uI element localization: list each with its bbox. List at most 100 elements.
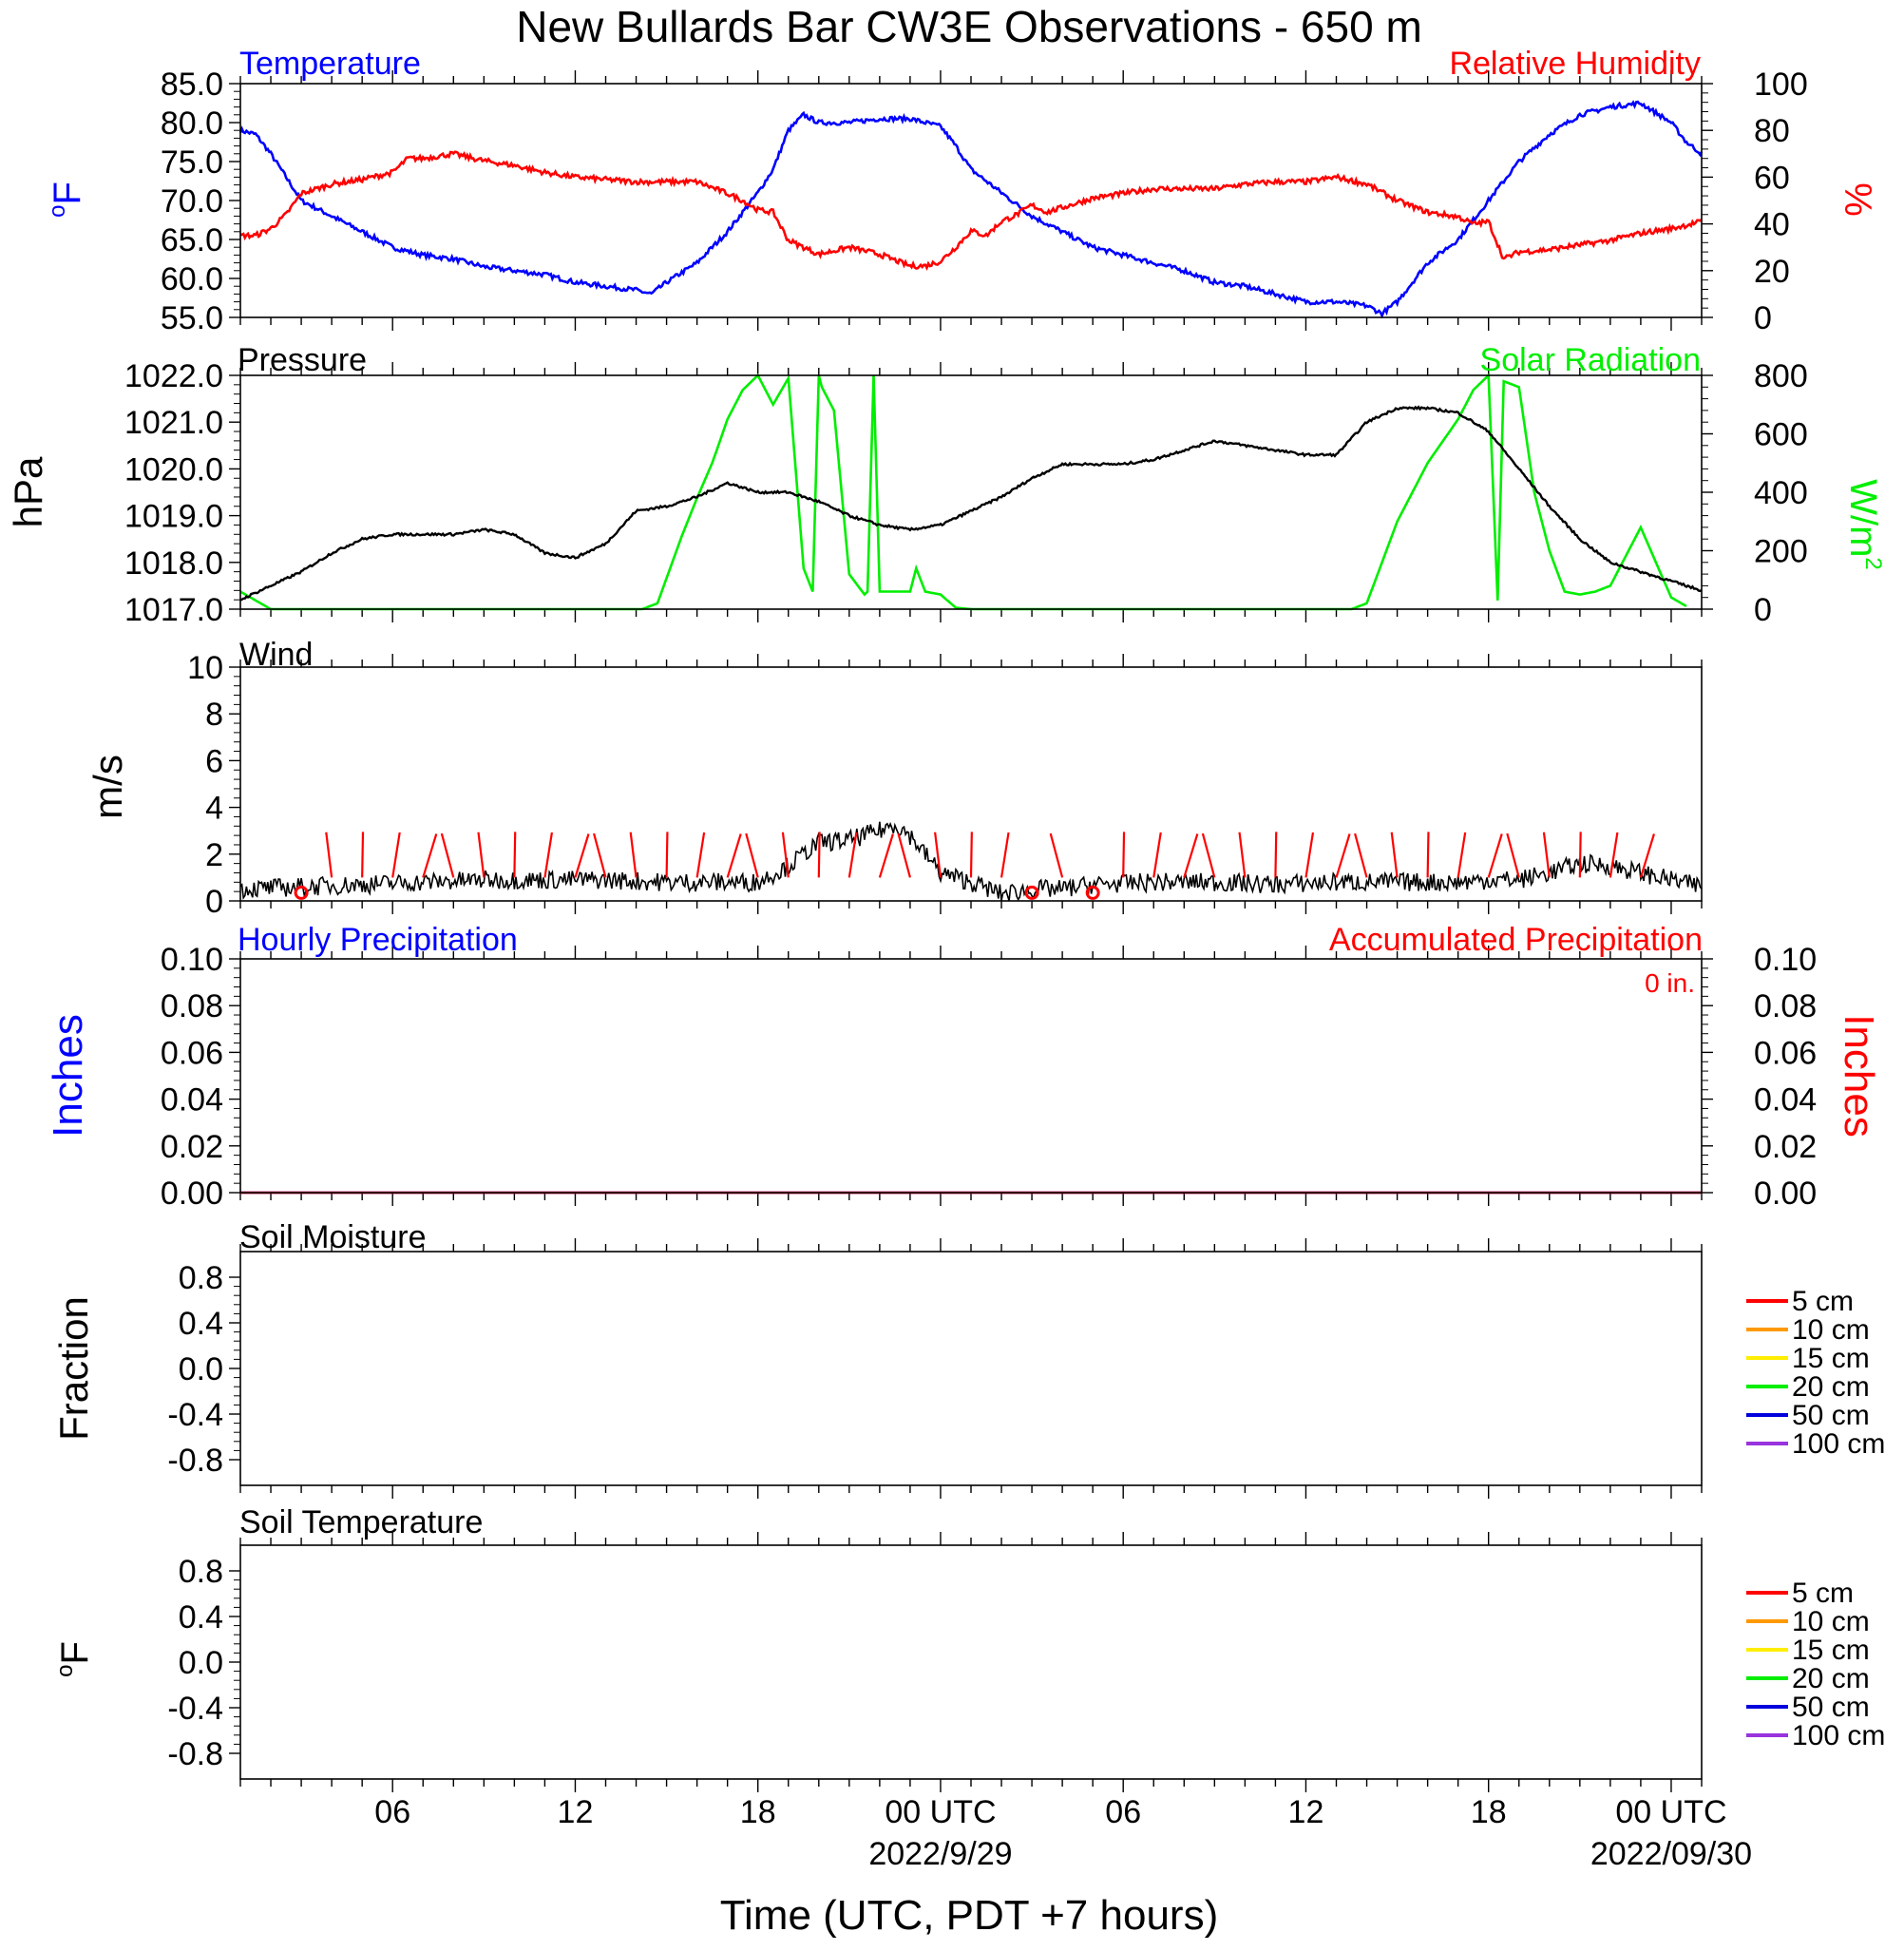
y-tick-label: 0.4 [179, 1599, 223, 1635]
temperature-axis-ticks [239, 70, 1703, 331]
humidity-title: Relative Humidity [1449, 46, 1701, 82]
pressure-axis-ticks [239, 362, 1703, 622]
soil-moisture-title: Soil Moisture [239, 1219, 427, 1255]
soil-temperature-axis-ticks [239, 1532, 1703, 1792]
wind-barb [1542, 832, 1551, 878]
wind-barb [1000, 832, 1010, 878]
y-tick-label: 70.0 [161, 183, 223, 220]
wind-barb [1609, 832, 1619, 878]
y-tick-label: -0.4 [167, 1397, 223, 1433]
x-tick-label: 18 [1471, 1794, 1507, 1830]
wind-barb [1578, 832, 1582, 878]
y-tick-label: 0 [1754, 300, 1772, 336]
wind-barb [695, 832, 706, 878]
legend-label: 100 cm [1792, 1720, 1885, 1751]
wind-barb [934, 832, 942, 878]
accum-precip-total: 0 in. [1645, 968, 1695, 998]
panel-soil-moisture: Soil Moisture Fraction 0.8 0.4 0.0 -0.4 -0.8… [51, 1219, 1885, 1499]
legend-label: 20 cm [1792, 1371, 1870, 1403]
wind-barb [1457, 832, 1467, 878]
y-tick-label: 0.4 [179, 1306, 223, 1342]
y-tick-label: 0.08 [1754, 988, 1817, 1024]
humidity-unit: % [1837, 182, 1878, 217]
wind-barb [325, 832, 333, 878]
y-tick-label: 1020.0 [124, 451, 223, 488]
wind-barb [665, 832, 669, 878]
panel-pressure: Pressure Solar Radiation hPa W/m2 1022.0… [6, 342, 1886, 628]
y-tick-label: 0.08 [161, 988, 223, 1024]
wind-barb [1639, 833, 1656, 878]
x-tick-label: 06 [1105, 1794, 1141, 1830]
svg-text:oF: oF [52, 1641, 96, 1677]
soil-moisture-axis-ticks [239, 1238, 1703, 1499]
svg-text:oF: oF [45, 182, 88, 218]
wind-tick-labels: 10 8 6 4 2 0 [187, 650, 240, 920]
legend-label: 20 cm [1792, 1663, 1870, 1694]
y-tick-label: 85.0 [161, 67, 223, 103]
x-axis-tick-labels: 06 12 18 00 UTC 2022/9/29 06 12 18 00 UTC 2022/09… [374, 1794, 1752, 1872]
y-tick-label: 0.10 [1754, 942, 1817, 978]
wind-barb [477, 832, 486, 878]
y-tick-label: 200 [1754, 534, 1808, 570]
y-tick-label: 0.10 [161, 942, 223, 978]
x-tick-label: 18 [740, 1794, 776, 1830]
y-tick-label: 1019.0 [124, 499, 223, 535]
solar-title: Solar Radiation [1480, 342, 1701, 378]
temperature-unit: oF [45, 182, 88, 218]
y-tick-label: 0.8 [179, 1260, 223, 1296]
soil-moisture-frame [239, 1251, 1703, 1486]
wind-unit: m/s [86, 755, 130, 819]
y-tick-label: -0.8 [167, 1736, 223, 1772]
pressure-line [239, 405, 1703, 602]
soil-moisture-tick-labels: 0.8 0.4 0.0 -0.4 -0.8 [167, 1260, 240, 1479]
wind-barb [513, 832, 517, 878]
legend-label: 10 cm [1792, 1314, 1870, 1346]
y-tick-label: 1018.0 [124, 545, 223, 582]
solar-radiation-line [239, 373, 1687, 611]
wind-barb [1487, 833, 1503, 878]
wind-barb [361, 832, 365, 878]
accum-precip-title: Accumulated Precipitation [1329, 922, 1703, 958]
wind-barb [593, 832, 607, 878]
y-tick-label: 0.0 [179, 1645, 223, 1681]
panel-temperature: Temperature Relative Humidity oF % 85.08… [45, 46, 1878, 336]
wind-barb [1049, 832, 1064, 878]
precip-frame [239, 958, 1703, 1194]
y-tick-label: 1017.0 [124, 592, 223, 628]
y-tick-label: 800 [1754, 358, 1808, 394]
temperature-tick-labels: 85.080.075.070.065.060.055.0 [161, 67, 240, 336]
wind-barb [969, 832, 973, 878]
y-tick-label: 20 [1754, 254, 1790, 290]
precip-right-tick-labels: 0.10 0.08 0.06 0.04 0.02 0.00 [1702, 942, 1817, 1212]
legend-label: 5 cm [1792, 1286, 1854, 1317]
calm-wind-circle [1085, 885, 1100, 900]
wind-barb [543, 832, 554, 878]
y-tick-label: 65.0 [161, 222, 223, 258]
hourly-precip-title: Hourly Precipitation [238, 922, 518, 958]
y-tick-label: 1021.0 [124, 405, 223, 441]
x-tick-label: 00 UTC [1615, 1794, 1726, 1830]
y-tick-label: 0.00 [161, 1176, 223, 1212]
y-tick-label: 4 [205, 791, 223, 827]
wind-barb [391, 832, 401, 878]
wind-barb [726, 833, 742, 878]
wind-barb [1238, 832, 1247, 878]
y-tick-label: 80 [1754, 113, 1790, 149]
solar-unit: W/m2 [1842, 479, 1886, 570]
temperature-line [238, 100, 1704, 319]
wind-barb [897, 832, 911, 878]
wind-barb [440, 832, 455, 878]
wind-barbs [294, 832, 1656, 900]
y-tick-label: 60 [1754, 160, 1790, 196]
x-tick-label: 12 [1288, 1794, 1324, 1830]
y-tick-label: -0.8 [167, 1443, 223, 1479]
x-axis-label: Time (UTC, PDT +7 hours) [720, 1892, 1218, 1939]
wind-barb [574, 833, 590, 878]
pressure-tick-labels: 1022.0 1021.0 1020.0 1019.0 1018.0 1017.0 [124, 358, 240, 628]
x-tick-label: 00 UTC [885, 1794, 996, 1830]
wind-axis-ticks [239, 654, 1703, 914]
y-tick-label: 0.04 [161, 1082, 223, 1119]
panel-precipitation: Hourly Precipitation Accumulated Precipi… [45, 922, 1882, 1212]
